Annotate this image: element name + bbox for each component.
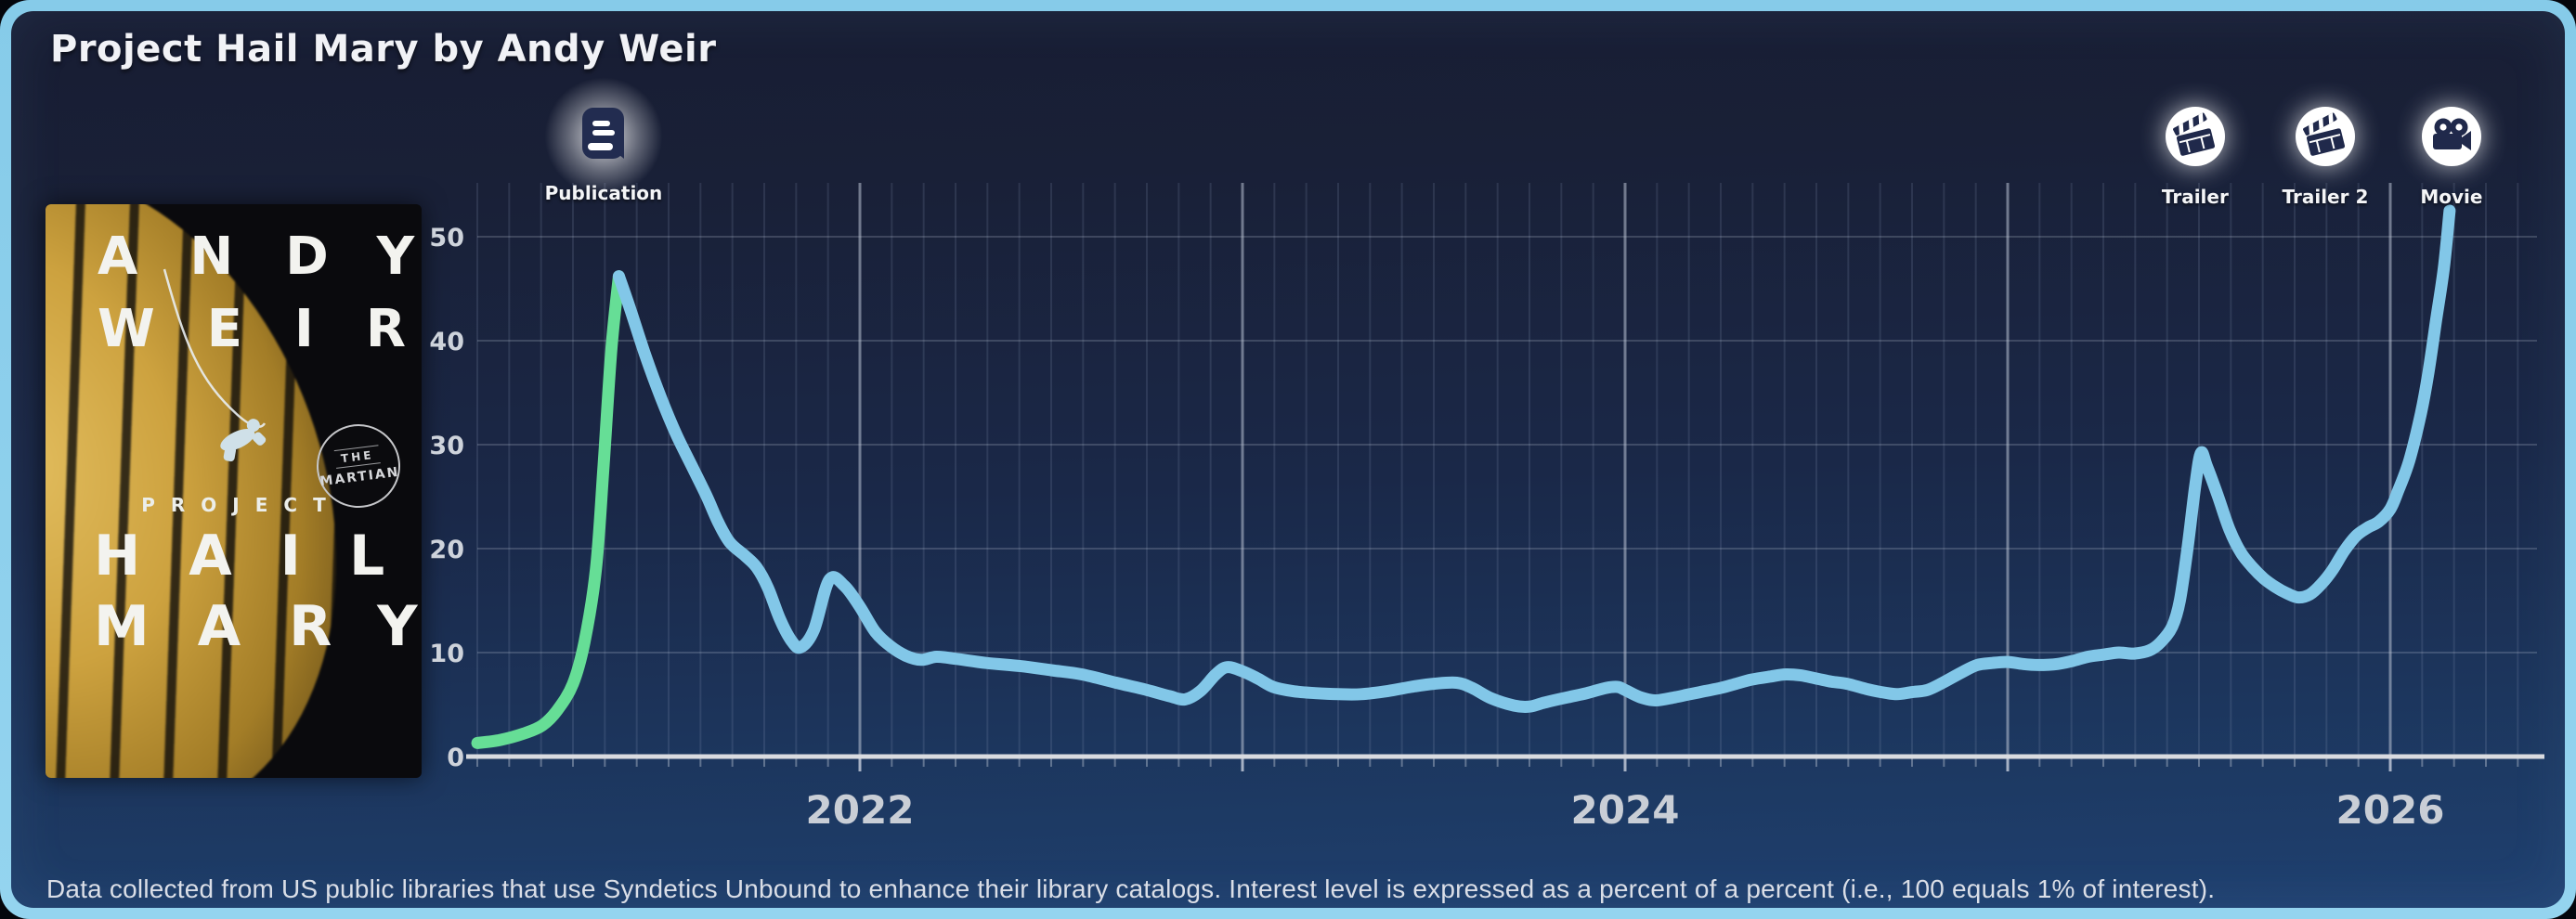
- cover-title-line2: MARY: [94, 594, 418, 659]
- y-axis-tick-label: 0: [447, 744, 464, 772]
- movie-label: Movie: [2420, 186, 2483, 208]
- page-title: Project Hail Mary by Andy Weir: [50, 28, 717, 71]
- movie-marker: Movie: [2349, 104, 2554, 208]
- cover-series-label: PROJECT: [141, 494, 342, 516]
- x-axis-year-label: 2026: [2336, 787, 2445, 833]
- publication-marker: Publication: [501, 75, 706, 204]
- cover-title-line1: HAIL: [94, 524, 422, 589]
- book-cover: ANDY WEIR THE MARTIAN PROJECT HAIL MARY: [46, 204, 422, 778]
- x-axis-year-label: 2024: [1571, 787, 1680, 833]
- y-axis-tick-label: 40: [429, 328, 464, 356]
- x-axis-year-label: 2022: [806, 787, 915, 833]
- book-icon: [581, 108, 624, 159]
- y-axis-tick-label: 10: [429, 640, 464, 668]
- clapperboard-icon: [2295, 107, 2355, 166]
- trailer-label: Trailer: [2161, 186, 2229, 208]
- series-pre-publication-line: [471, 270, 625, 749]
- chart-panel: Project Hail Mary by Andy Weir ANDY WEIR…: [11, 11, 2565, 908]
- footer-note: Data collected from US public libraries …: [46, 874, 2216, 903]
- y-axis-tick-label: 20: [429, 536, 464, 564]
- trailer-marker: Trailer: [2093, 104, 2297, 208]
- movie-camera-icon: [2421, 107, 2481, 166]
- cover-author-line2: WEIR: [98, 299, 406, 359]
- series-post-publication-line: [612, 204, 2456, 714]
- cover-author-line1: ANDY: [98, 227, 414, 287]
- publication-label: Publication: [544, 182, 663, 204]
- clapperboard-icon: [2165, 107, 2225, 166]
- y-axis-tick-label: 30: [429, 432, 464, 460]
- trailer2-label: Trailer 2: [2282, 186, 2369, 208]
- trailer2-marker: Trailer 2: [2223, 104, 2427, 208]
- astronaut-illustration: [163, 268, 267, 462]
- interest-line-chart: 0 10 20 30 40 50 2022 2024 2026: [429, 183, 2544, 833]
- y-axis-tick-label: 50: [429, 224, 464, 252]
